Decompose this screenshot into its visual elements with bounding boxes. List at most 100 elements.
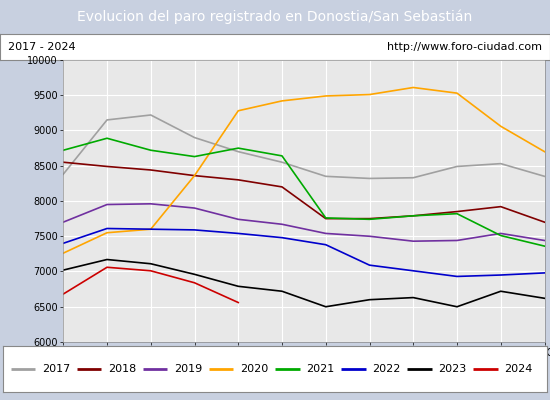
2023 <box>279 289 285 294</box>
2020 <box>322 94 329 98</box>
2020 <box>147 227 154 232</box>
2020 <box>104 230 111 235</box>
2019 <box>147 202 154 206</box>
Line: 2019: 2019 <box>63 204 544 241</box>
2023 <box>497 289 504 294</box>
2024 <box>191 280 198 285</box>
2023 <box>104 257 111 262</box>
2018 <box>454 209 460 214</box>
2017 <box>235 149 241 154</box>
2023 <box>322 304 329 309</box>
2021 <box>104 136 111 141</box>
Text: Evolucion del paro registrado en Donostia/San Sebastián: Evolucion del paro registrado en Donosti… <box>78 10 472 24</box>
2024 <box>60 292 67 296</box>
2019 <box>104 202 111 207</box>
2019 <box>366 234 373 239</box>
2017 <box>541 174 548 179</box>
2021 <box>60 148 67 153</box>
2018 <box>497 204 504 209</box>
2019 <box>541 238 548 243</box>
2019 <box>60 220 67 224</box>
2022 <box>147 227 154 232</box>
2021 <box>454 211 460 216</box>
2021 <box>235 146 241 150</box>
2022 <box>60 241 67 246</box>
2022 <box>410 268 416 273</box>
2017 <box>147 112 154 117</box>
2022 <box>191 228 198 232</box>
Line: 2023: 2023 <box>63 260 544 307</box>
2023 <box>60 268 67 272</box>
2017 <box>104 118 111 122</box>
2022 <box>279 235 285 240</box>
Line: 2018: 2018 <box>63 162 544 222</box>
Line: 2017: 2017 <box>63 115 544 178</box>
2019 <box>410 239 416 244</box>
Text: 2020: 2020 <box>240 364 268 374</box>
2023 <box>147 261 154 266</box>
2021 <box>410 214 416 218</box>
2022 <box>322 242 329 247</box>
2024 <box>147 268 154 273</box>
Line: 2022: 2022 <box>63 228 544 276</box>
2023 <box>366 297 373 302</box>
2019 <box>235 217 241 222</box>
2023 <box>541 296 548 301</box>
2021 <box>366 217 373 222</box>
2020 <box>454 91 460 96</box>
2017 <box>60 172 67 177</box>
2018 <box>366 216 373 221</box>
2017 <box>410 175 416 180</box>
2022 <box>366 263 373 268</box>
2017 <box>279 160 285 165</box>
Text: 2022: 2022 <box>372 364 400 374</box>
Text: 2023: 2023 <box>438 364 466 374</box>
2021 <box>497 233 504 238</box>
Line: 2020: 2020 <box>63 88 544 253</box>
2018 <box>541 220 548 224</box>
2021 <box>191 154 198 159</box>
2019 <box>454 238 460 243</box>
2018 <box>104 164 111 169</box>
2020 <box>410 85 416 90</box>
2019 <box>322 231 329 236</box>
2017 <box>366 176 373 181</box>
Text: 2018: 2018 <box>108 364 136 374</box>
2023 <box>191 272 198 277</box>
2018 <box>322 216 329 221</box>
Text: 2024: 2024 <box>504 364 532 374</box>
2021 <box>147 148 154 153</box>
2020 <box>191 173 198 178</box>
2024 <box>104 265 111 270</box>
2018 <box>60 160 67 165</box>
2017 <box>322 174 329 179</box>
Line: 2024: 2024 <box>63 267 238 302</box>
2018 <box>235 178 241 182</box>
2017 <box>454 164 460 169</box>
2018 <box>410 214 416 218</box>
Text: 2017 - 2024: 2017 - 2024 <box>8 42 76 52</box>
2019 <box>191 206 198 210</box>
Text: 2019: 2019 <box>174 364 202 374</box>
2020 <box>60 251 67 256</box>
2017 <box>497 161 504 166</box>
2018 <box>191 173 198 178</box>
2019 <box>279 222 285 227</box>
2022 <box>497 273 504 278</box>
2019 <box>497 231 504 236</box>
2023 <box>454 304 460 309</box>
2024 <box>235 300 241 305</box>
2023 <box>235 284 241 289</box>
2020 <box>279 98 285 103</box>
2023 <box>410 295 416 300</box>
2018 <box>147 168 154 172</box>
Text: http://www.foro-ciudad.com: http://www.foro-ciudad.com <box>387 42 542 52</box>
Text: 2021: 2021 <box>306 364 334 374</box>
2021 <box>322 216 329 220</box>
2020 <box>497 124 504 129</box>
2020 <box>366 92 373 97</box>
Text: 2017: 2017 <box>42 364 70 374</box>
2022 <box>454 274 460 279</box>
2022 <box>235 231 241 236</box>
Line: 2021: 2021 <box>63 138 544 246</box>
